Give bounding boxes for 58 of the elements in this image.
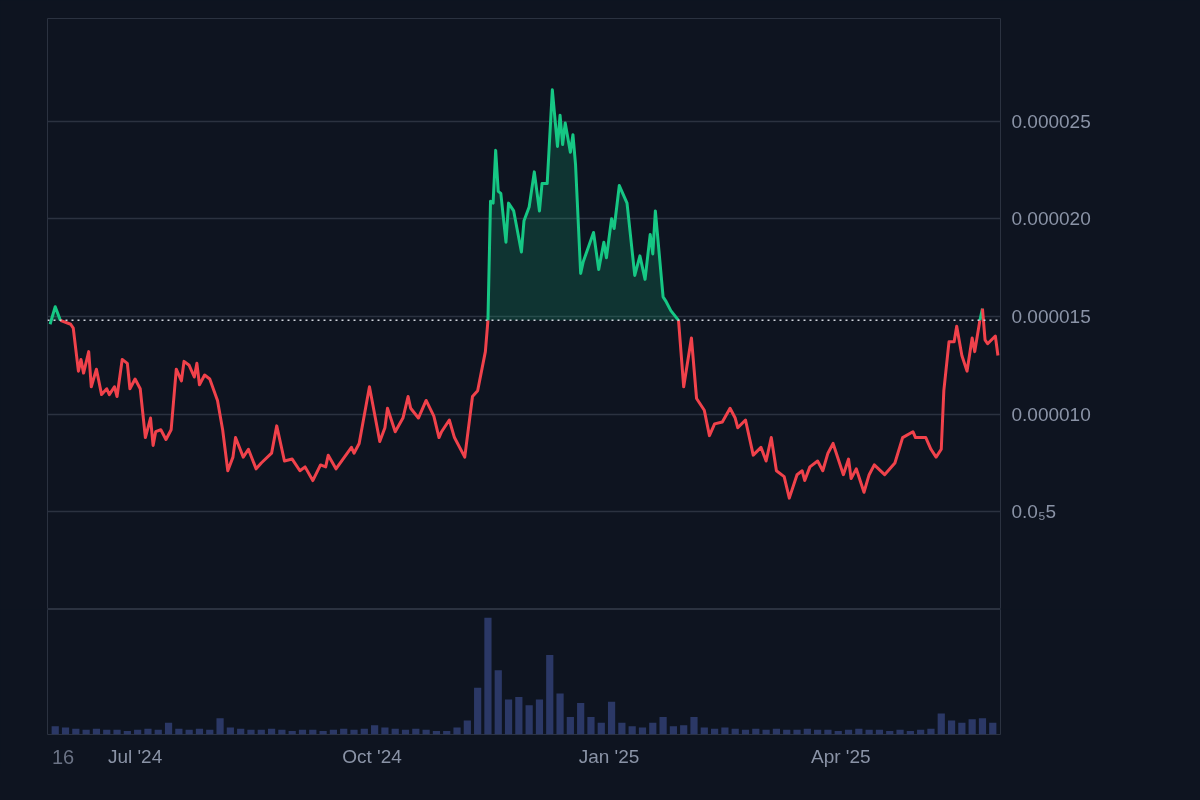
- y-tick-label: 0.000010: [1011, 403, 1091, 425]
- bar: [978, 718, 987, 735]
- bar: [577, 702, 585, 735]
- bar: [669, 726, 677, 735]
- x-tick-label: Jan '25: [578, 745, 640, 767]
- bar: [216, 718, 224, 735]
- bar: [144, 728, 152, 735]
- bar: [350, 729, 358, 735]
- bar: [597, 722, 605, 735]
- bar: [896, 729, 904, 735]
- bar: [649, 722, 657, 735]
- bar: [494, 670, 502, 735]
- bar: [113, 729, 121, 735]
- bar: [525, 705, 533, 735]
- bar: [958, 722, 966, 735]
- bar: [587, 716, 595, 735]
- bar: [61, 727, 70, 735]
- x-tick-label: Oct '24: [342, 745, 403, 767]
- bar: [659, 716, 667, 735]
- x-tick-label: Apr '25: [811, 745, 871, 767]
- bar: [504, 699, 513, 735]
- bar: [680, 725, 688, 735]
- bar: [463, 720, 471, 735]
- bar: [474, 687, 482, 735]
- bar: [690, 716, 698, 735]
- bar: [453, 727, 461, 735]
- bar: [638, 727, 647, 735]
- bar: [556, 693, 564, 735]
- bar: [989, 722, 997, 735]
- bar: [968, 719, 976, 735]
- bar: [546, 655, 554, 735]
- bar: [618, 722, 626, 735]
- bar: [700, 727, 708, 735]
- bar: [371, 725, 379, 735]
- y-tick-label: 0.0₅5: [1011, 501, 1057, 523]
- x-tick-label: Jul '24: [107, 745, 163, 767]
- bar: [51, 726, 59, 735]
- bar: [937, 713, 945, 735]
- y-tick-label: 0.000015: [1011, 305, 1091, 327]
- text: 16: [52, 745, 75, 770]
- bar: [247, 729, 255, 735]
- bar: [535, 699, 544, 735]
- bar: [164, 722, 173, 735]
- bar: [381, 727, 389, 735]
- bar: [927, 728, 935, 735]
- bar: [628, 726, 636, 735]
- y-tick-label: 0.000020: [1011, 208, 1091, 230]
- bar: [319, 731, 327, 735]
- y-tick-label: 0.000025: [1011, 110, 1091, 132]
- bar: [721, 727, 729, 735]
- bar: [793, 729, 801, 735]
- bar: [515, 697, 523, 735]
- bar: [947, 720, 956, 735]
- bar: [607, 701, 616, 735]
- bar: [484, 617, 492, 735]
- bar: [824, 729, 832, 735]
- bar: [226, 727, 234, 735]
- bar: [566, 716, 574, 735]
